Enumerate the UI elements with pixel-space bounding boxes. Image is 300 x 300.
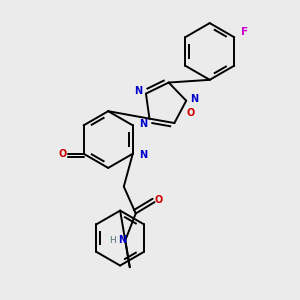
Text: N: N: [190, 94, 199, 104]
Text: O: O: [187, 108, 195, 118]
Text: H: H: [110, 236, 116, 245]
Text: N: N: [118, 235, 126, 245]
Text: F: F: [241, 27, 248, 37]
Text: O: O: [154, 195, 162, 205]
Text: N: N: [139, 150, 147, 160]
Text: O: O: [58, 149, 67, 159]
Text: N: N: [139, 119, 147, 129]
Text: N: N: [134, 86, 142, 96]
